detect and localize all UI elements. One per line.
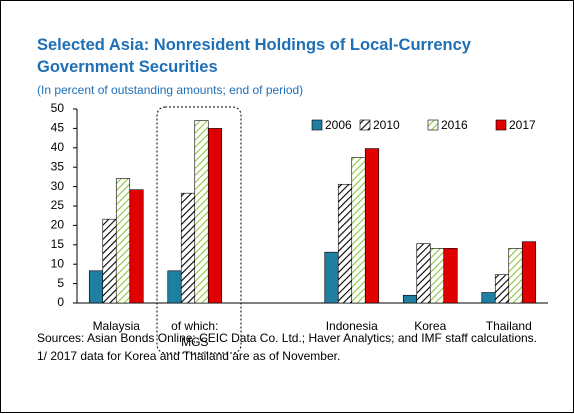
bar xyxy=(351,157,366,304)
legend-swatch xyxy=(311,119,323,131)
chart-subtitle: (In percent of outstanding amounts; end … xyxy=(37,83,304,97)
bar xyxy=(324,251,339,304)
bar xyxy=(167,270,182,304)
legend-label: 2016 xyxy=(441,118,468,132)
y-tick-label: 5 xyxy=(57,276,64,290)
bar xyxy=(521,241,537,304)
note: Sources: Asian Bonds Online; CEIC Data C… xyxy=(37,331,538,345)
bar xyxy=(481,292,496,304)
bar xyxy=(115,178,131,304)
legend-label: 2017 xyxy=(509,118,536,132)
bar xyxy=(180,192,196,304)
bar xyxy=(129,189,144,304)
notes: Sources: Asian Bonds Online; CEIC Data C… xyxy=(37,329,537,365)
bar xyxy=(194,120,209,304)
bar xyxy=(337,183,353,304)
bar xyxy=(207,128,223,304)
y-tick-label: 30 xyxy=(51,179,65,193)
bar xyxy=(102,218,117,304)
bar xyxy=(508,247,523,304)
x-tick-label: Thailand xyxy=(485,319,532,333)
legend-label: 2006 xyxy=(325,118,352,132)
y-tick-label: 15 xyxy=(51,237,65,251)
note: 1/ 2017 data for Korea and Thailand are … xyxy=(37,349,341,363)
bar xyxy=(429,247,445,304)
y-tick-label: 45 xyxy=(51,121,65,135)
bar xyxy=(402,294,418,304)
y-tick-label: 10 xyxy=(51,256,65,270)
bar xyxy=(494,274,510,304)
y-tick-label: 0 xyxy=(57,295,64,309)
legend-swatch xyxy=(495,119,507,131)
legend-swatch xyxy=(359,119,371,131)
bar xyxy=(364,148,380,304)
y-tick-label: 25 xyxy=(51,198,65,212)
bar xyxy=(443,247,458,304)
x-tick-label: Indonesia xyxy=(325,319,378,333)
chart-title: Selected Asia: Nonresident Holdings of L… xyxy=(37,36,471,76)
legend-swatch xyxy=(427,119,439,131)
bar xyxy=(88,270,104,304)
y-tick-label: 40 xyxy=(51,140,65,154)
x-tick-label: of which: MGS xyxy=(171,319,219,349)
x-tick-label: Malaysia xyxy=(92,319,140,333)
y-tick-label: 35 xyxy=(51,159,65,173)
x-tick-label: Korea xyxy=(414,319,447,333)
y-tick-label: 50 xyxy=(51,101,65,115)
bar xyxy=(416,243,431,304)
highlight-box xyxy=(156,106,242,354)
y-tick-label: 20 xyxy=(51,218,65,232)
legend-label: 2010 xyxy=(373,118,400,132)
